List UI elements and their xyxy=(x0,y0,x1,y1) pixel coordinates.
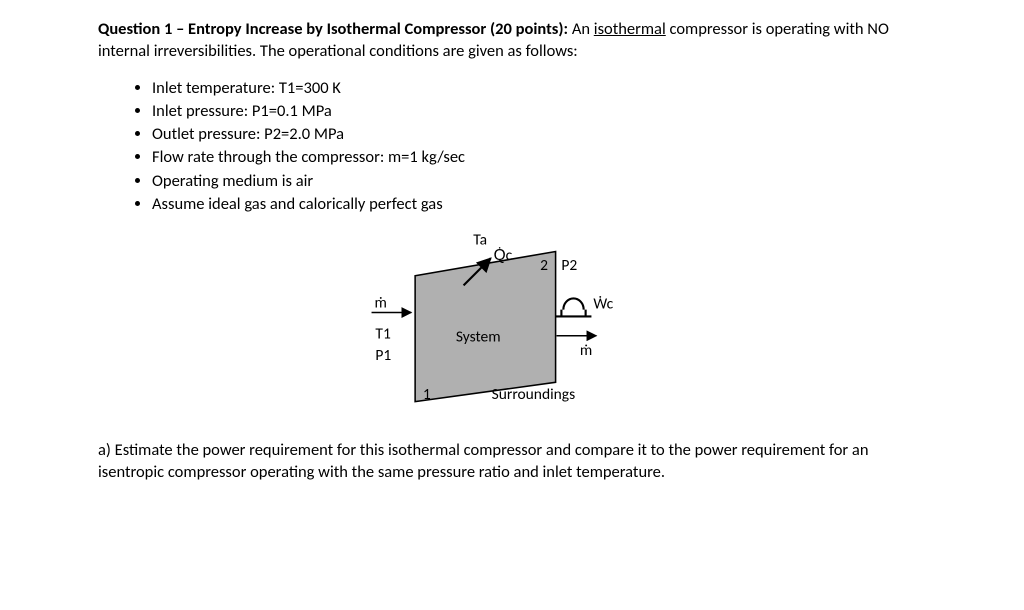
label-one: 1 xyxy=(423,385,431,404)
list-item: Inlet pressure: P1=0.1 MPa xyxy=(152,100,926,122)
label-T1: T1 xyxy=(375,325,391,344)
label-P2: P2 xyxy=(561,256,577,275)
list-item: Operating medium is air xyxy=(152,170,926,192)
diagram-svg: Ta Q̇c 2 P2 Ẇc ṁ T1 P1 System ṁ 1 Surrou… xyxy=(357,229,667,429)
label-system: System xyxy=(456,328,501,347)
label-surroundings: Surroundings xyxy=(492,385,576,404)
part-a-text: a) Estimate the power requirement for th… xyxy=(98,439,926,484)
label-P1: P1 xyxy=(375,346,391,365)
label-Wc: Ẇc xyxy=(593,295,613,314)
question-title-bold: Question 1 – Entropy Increase by Isother… xyxy=(98,19,568,39)
question-title-rest1: An xyxy=(568,19,594,39)
list-item: Flow rate through the compressor: m=1 kg… xyxy=(152,146,926,168)
compressor-body xyxy=(415,252,555,402)
question-header: Question 1 – Entropy Increase by Isother… xyxy=(98,18,926,63)
label-Qc: Q̇c xyxy=(494,246,513,265)
label-m-out: ṁ xyxy=(580,341,592,360)
label-m-in: ṁ xyxy=(374,294,386,313)
list-item: Outlet pressure: P2=2.0 MPa xyxy=(152,123,926,145)
conditions-list: Inlet temperature: T1=300 K Inlet pressu… xyxy=(152,77,926,216)
label-two: 2 xyxy=(540,256,548,275)
list-item: Assume ideal gas and calorically perfect… xyxy=(152,193,926,215)
question-title-underlined: isothermal xyxy=(594,19,666,39)
work-symbol xyxy=(556,299,592,317)
label-Ta: Ta xyxy=(473,231,487,250)
list-item: Inlet temperature: T1=300 K xyxy=(152,77,926,99)
compressor-diagram: Ta Q̇c 2 P2 Ẇc ṁ T1 P1 System ṁ 1 Surrou… xyxy=(98,229,926,429)
